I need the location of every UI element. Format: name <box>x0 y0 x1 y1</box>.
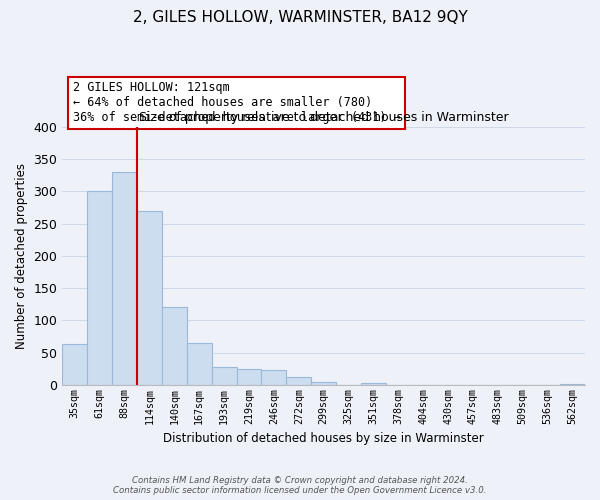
Bar <box>87 192 112 385</box>
Bar <box>62 344 87 385</box>
Bar <box>112 172 137 385</box>
Bar <box>311 382 336 385</box>
Text: 2 GILES HOLLOW: 121sqm
← 64% of detached houses are smaller (780)
36% of semi-de: 2 GILES HOLLOW: 121sqm ← 64% of detached… <box>73 82 400 124</box>
Bar <box>137 210 162 385</box>
Text: 2, GILES HOLLOW, WARMINSTER, BA12 9QY: 2, GILES HOLLOW, WARMINSTER, BA12 9QY <box>133 10 467 25</box>
Title: Size of property relative to detached houses in Warminster: Size of property relative to detached ho… <box>139 112 508 124</box>
Bar <box>236 369 262 385</box>
Y-axis label: Number of detached properties: Number of detached properties <box>15 163 28 349</box>
Bar <box>187 343 212 385</box>
Bar <box>560 384 585 385</box>
Bar <box>212 368 236 385</box>
Bar <box>162 308 187 385</box>
X-axis label: Distribution of detached houses by size in Warminster: Distribution of detached houses by size … <box>163 432 484 445</box>
Bar <box>262 370 286 385</box>
Text: Contains HM Land Registry data © Crown copyright and database right 2024.
Contai: Contains HM Land Registry data © Crown c… <box>113 476 487 495</box>
Bar <box>361 383 386 385</box>
Bar <box>286 376 311 385</box>
